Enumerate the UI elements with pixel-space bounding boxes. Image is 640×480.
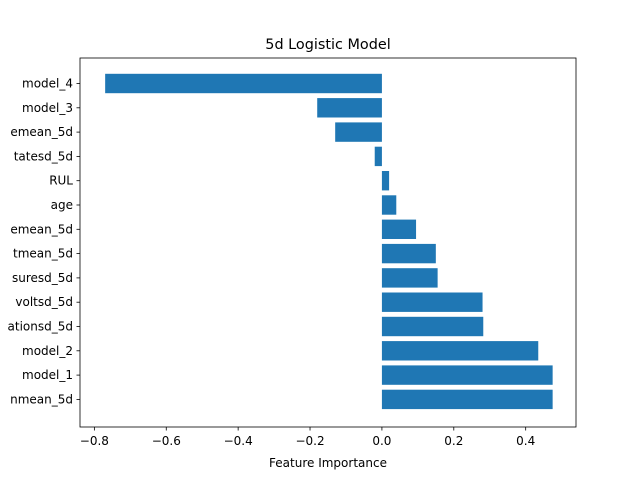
bar-10 <box>381 316 484 337</box>
x-tick-label-3: −0.2 <box>295 434 324 448</box>
y-tick-label-0: model_4 <box>22 77 73 91</box>
x-tick-label-4: 0.0 <box>372 434 391 448</box>
y-tick-label-12: model_1 <box>22 368 73 382</box>
bar-6 <box>381 219 417 239</box>
x-tick-label-2: −0.4 <box>224 434 253 448</box>
bar-8 <box>381 268 438 288</box>
bar-12 <box>381 365 553 385</box>
bars-group <box>105 73 553 410</box>
bar-1 <box>317 98 382 118</box>
bar-13 <box>381 389 553 410</box>
x-tick-label-5: 0.2 <box>444 434 463 448</box>
x-tick-label-1: −0.6 <box>152 434 181 448</box>
y-tick-label-4: RUL <box>49 174 73 188</box>
bar-0 <box>105 73 382 94</box>
y-tick-label-10: ationsd_5d <box>8 320 73 334</box>
bar-11 <box>381 341 539 361</box>
y-tick-label-7: tmean_5d <box>13 247 73 261</box>
y-axis-ticks: model_4 model_3 emean_5d tatesd_5d RUL age eme… <box>8 77 80 406</box>
y-tick-label-9: voltsd_5d <box>15 295 73 309</box>
chart-title: 5d Logistic Model <box>265 37 390 53</box>
y-tick-label-1: model_3 <box>22 101 73 115</box>
y-tick-label-11: model_2 <box>22 344 73 358</box>
bar-7 <box>381 243 436 264</box>
y-tick-label-13: nmean_5d <box>10 392 73 406</box>
bar-9 <box>381 292 483 312</box>
bar-5 <box>381 195 397 215</box>
x-tick-label-6: 0.4 <box>516 434 535 448</box>
bar-2 <box>335 122 382 142</box>
y-tick-label-3: tatesd_5d <box>14 149 73 163</box>
y-tick-label-8: suresd_5d <box>12 271 73 285</box>
y-tick-label-5: age <box>51 198 73 212</box>
x-axis-ticks: −0.8 −0.6 −0.4 −0.2 0.0 0.2 0.4 <box>80 427 535 448</box>
x-axis-label: Feature Importance <box>269 456 387 470</box>
y-tick-label-2: emean_5d <box>10 125 73 139</box>
x-tick-label-0: −0.8 <box>80 434 109 448</box>
bar-3 <box>374 146 382 167</box>
y-tick-label-6: emean_5d <box>10 222 73 236</box>
plot-frame <box>79 57 577 428</box>
bar-4 <box>381 171 390 191</box>
